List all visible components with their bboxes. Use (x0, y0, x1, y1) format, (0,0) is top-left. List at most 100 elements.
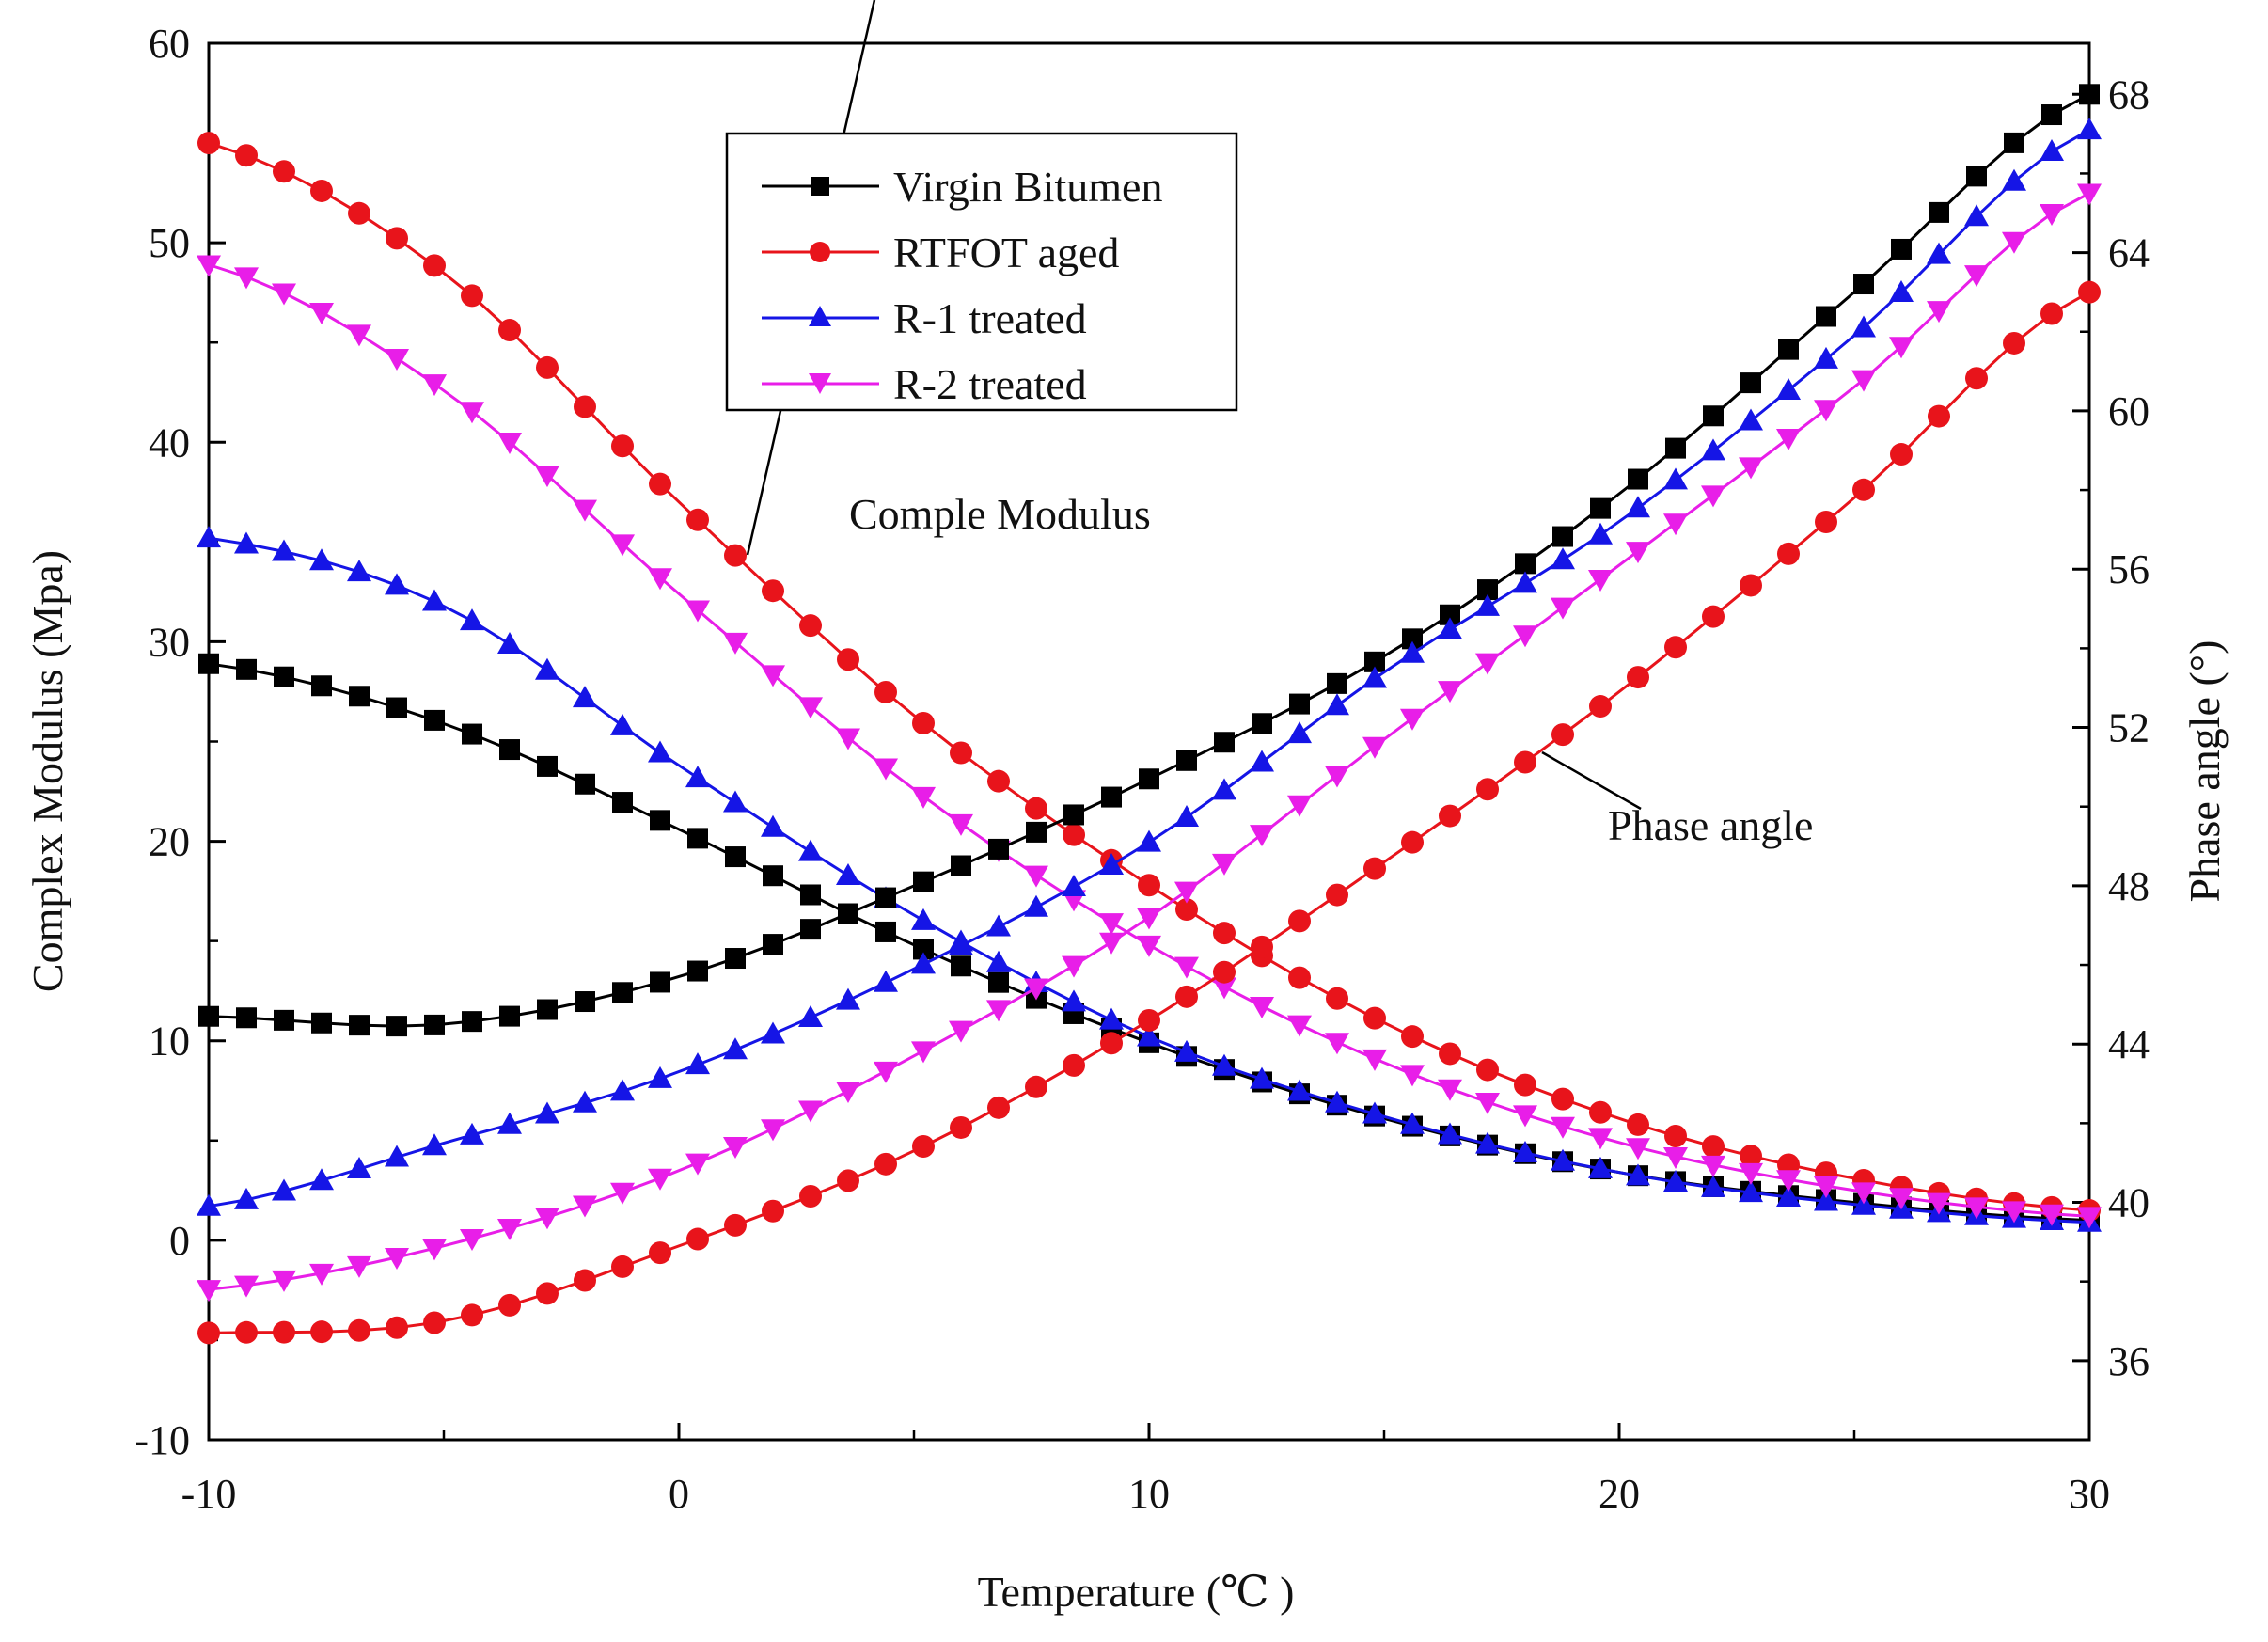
phase-point-rtfot-aged (273, 1320, 295, 1344)
phase-point-r-1-treated (1212, 778, 1236, 800)
modulus-point-rtfot-aged (1138, 874, 1160, 897)
phase-series-virgin-bitumen (198, 84, 2100, 1037)
phase-point-r-2-treated (1250, 825, 1274, 847)
modulus-point-rtfot-aged (386, 227, 408, 250)
phase-point-r-1-treated (874, 970, 898, 992)
phase-point-rtfot-aged (987, 1096, 1010, 1119)
modulus-point-rtfot-aged (235, 144, 258, 167)
modulus-point-rtfot-aged (837, 648, 859, 671)
phase-point-r-2-treated (836, 1082, 860, 1104)
phase-point-r-1-treated (385, 1145, 409, 1167)
phase-point-r-1-treated (1137, 829, 1161, 852)
y2-axis-title: Phase angle (°) (2181, 640, 2229, 903)
modulus-point-r-1-treated (1551, 1148, 1575, 1171)
modulus-point-r-2-treated (197, 255, 221, 277)
modulus-point-r-2-treated (648, 568, 672, 591)
phase-point-r-2-treated (911, 1041, 936, 1064)
phase-point-rtfot-aged (310, 1320, 333, 1344)
phase-point-r-1-treated (798, 1004, 823, 1027)
phase-point-r-2-treated (685, 1153, 710, 1176)
modulus-point-virgin-bitumen (763, 865, 783, 887)
legend-entry-virgin-bitumen: Virgin Bitumen (762, 163, 1162, 211)
phase-point-r-1-treated (1663, 467, 1688, 490)
phase-point-virgin-bitumen (537, 999, 558, 1020)
modulus-point-r-2-treated (1438, 1079, 1462, 1101)
modulus-point-rtfot-aged (987, 769, 1010, 793)
modulus-point-r-2-treated (836, 728, 860, 750)
modulus-point-r-1-treated (1438, 1122, 1462, 1145)
phase-point-rtfot-aged (1326, 883, 1348, 907)
phase-point-rtfot-aged (724, 1213, 747, 1237)
phase-point-r-2-treated (309, 1263, 334, 1286)
modulus-point-r-2-treated (1588, 1128, 1613, 1150)
phase-point-r-2-treated (1287, 795, 1312, 817)
phase-point-r-1-treated (610, 1079, 635, 1101)
phase-point-virgin-bitumen (1552, 526, 1573, 547)
modulus-point-r-2-treated (874, 758, 898, 781)
x-tick-label: 30 (2069, 1471, 2110, 1517)
phase-point-r-1-treated (535, 1101, 559, 1124)
modulus-point-r-2-treated (422, 374, 447, 397)
phase-point-rtfot-aged (1251, 935, 1273, 958)
series-layer (197, 84, 2102, 1345)
modulus-point-r-2-treated (1513, 1105, 1537, 1128)
modulus-point-r-2-treated (1889, 1188, 1914, 1210)
phase-point-r-1-treated (1739, 408, 1763, 431)
phase-point-rtfot-aged (498, 1293, 521, 1317)
modulus-point-r-2-treated (1212, 977, 1236, 1000)
phase-point-virgin-bitumen (1590, 497, 1611, 519)
phase-series-r-1-treated (197, 118, 2102, 1216)
modulus-point-rtfot-aged (874, 680, 897, 703)
phase-point-rtfot-aged (1363, 857, 1386, 880)
phase-point-r-2-treated (272, 1270, 296, 1292)
modulus-point-r-2-treated (1287, 1015, 1312, 1037)
phase-point-r-1-treated (1325, 693, 1349, 716)
legend-entry-rtfot-aged: RTFOT aged (762, 229, 1119, 276)
phase-point-r-2-treated (535, 1208, 559, 1230)
modulus-point-rtfot-aged (724, 544, 747, 567)
modulus-point-virgin-bitumen (725, 846, 746, 868)
phase-point-virgin-bitumen (1515, 553, 1536, 575)
modulus-point-rtfot-aged (1213, 922, 1236, 945)
y2-tick-label: 48 (2108, 863, 2150, 909)
modulus-point-rtfot-aged (950, 741, 972, 765)
phase-point-rtfot-aged (1815, 510, 1837, 533)
modulus-point-r-2-treated (1174, 956, 1199, 979)
phase-point-rtfot-aged (1025, 1075, 1047, 1098)
phase-point-virgin-bitumen (1929, 201, 1949, 223)
modulus-point-virgin-bitumen (274, 666, 294, 687)
modulus-point-r-1-treated (798, 839, 823, 861)
phase-point-virgin-bitumen (1289, 693, 1310, 715)
modulus-point-r-1-treated (1287, 1079, 1312, 1101)
phase-point-rtfot-aged (1439, 804, 1461, 828)
modulus-point-r-2-treated (761, 665, 785, 687)
annotation-label-complex-modulus: Comple Modulus (849, 490, 1151, 538)
modulus-point-rtfot-aged (1589, 1100, 1612, 1124)
phase-point-r-2-treated (986, 1000, 1011, 1022)
y2-tick-label: 56 (2108, 546, 2150, 592)
modulus-point-rtfot-aged (1740, 1145, 1762, 1168)
phase-point-r-1-treated (986, 914, 1011, 937)
modulus-point-rtfot-aged (574, 395, 596, 418)
modulus-point-r-2-treated (272, 283, 296, 306)
modulus-point-virgin-bitumen (875, 921, 896, 942)
modulus-point-r-2-treated (685, 600, 710, 623)
phase-point-rtfot-aged (1175, 985, 1198, 1008)
phase-point-rtfot-aged (1627, 666, 1649, 689)
annotation-leader-phase-angle (1541, 750, 1642, 811)
modulus-point-r-2-treated (911, 786, 936, 809)
phase-point-r-1-treated (723, 1037, 748, 1060)
modulus-point-rtfot-aged (1363, 1006, 1386, 1030)
y-tick-label: -10 (134, 1417, 190, 1463)
ticks-layer: -10 0 10 20 30 -10 0 10 20 30 40 50 60 36 40 44 48 52 56 60… (134, 21, 2150, 1517)
phase-point-virgin-bitumen (1477, 579, 1498, 601)
modulus-point-rtfot-aged (1326, 987, 1348, 1010)
phase-point-rtfot-aged (386, 1316, 408, 1339)
modulus-point-r-2-treated (1325, 1033, 1349, 1055)
modulus-point-r-2-treated (347, 324, 371, 347)
phase-point-r-1-treated (1551, 547, 1575, 570)
y-tick-label: 60 (149, 21, 190, 67)
phase-point-r-2-treated (1325, 766, 1349, 788)
modulus-point-r-1-treated (1400, 1112, 1425, 1134)
